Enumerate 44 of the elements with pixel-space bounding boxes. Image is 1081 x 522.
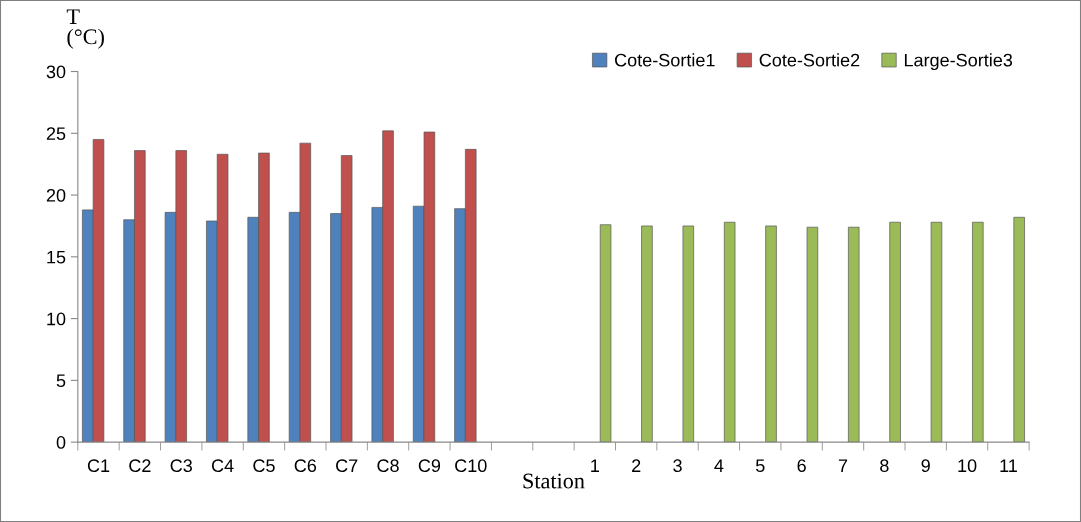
x-tick-label: 1: [591, 459, 599, 472]
x-tick-label: 10: [958, 459, 977, 473]
bar: [806, 226, 819, 443]
bar: [889, 221, 901, 443]
x-tick-label: C6: [294, 459, 317, 473]
x-tick-label: 5: [755, 459, 765, 473]
y-tick-label: 20: [46, 188, 66, 202]
x-axis-title: Station: [523, 473, 585, 489]
y-tick-label: 15: [47, 250, 66, 264]
y-tick-label: 25: [46, 127, 66, 140]
x-tick-label: C1: [87, 459, 110, 473]
x-tick-label: 4: [714, 459, 724, 472]
x-tick-label: 8: [880, 459, 889, 473]
bar: [682, 225, 695, 443]
x-tick-label: C4: [211, 459, 234, 473]
y-tick-label: 0: [56, 436, 66, 449]
bar: [641, 225, 653, 443]
legend-label: Cote-Sortie2: [759, 53, 860, 67]
x-tick-label: 3: [673, 459, 682, 473]
bar: [930, 221, 943, 443]
x-tick-label: 11: [1000, 459, 1017, 472]
x-tick-label: C10: [455, 459, 487, 473]
x-tick-label: C5: [253, 459, 275, 473]
x-tick-label: C3: [170, 459, 192, 473]
y-tick-label: 5: [56, 374, 66, 388]
x-tick-label: 6: [797, 459, 806, 473]
bar: [765, 225, 777, 443]
legend-label: Cote-Sortie1: [615, 53, 715, 67]
y-tick-label: 10: [47, 312, 66, 326]
bar: [1013, 216, 1025, 443]
x-tick-label: 7: [838, 459, 848, 472]
bar: [599, 224, 612, 443]
bar: [972, 221, 984, 443]
x-tick-label: C2: [129, 459, 151, 473]
bar: [848, 226, 860, 443]
x-tick-label: C9: [418, 459, 441, 473]
x-tick-label: C8: [377, 459, 399, 473]
x-tick-label: 2: [632, 459, 641, 472]
y-tick-label: 30: [46, 65, 66, 79]
x-tick-label: C7: [336, 459, 358, 473]
legend-label: Large-Sortie3: [904, 53, 1013, 71]
bar: [723, 221, 736, 443]
y-axis-title: T (°C): [66, 9, 104, 49]
x-tick-label: 9: [921, 459, 930, 473]
